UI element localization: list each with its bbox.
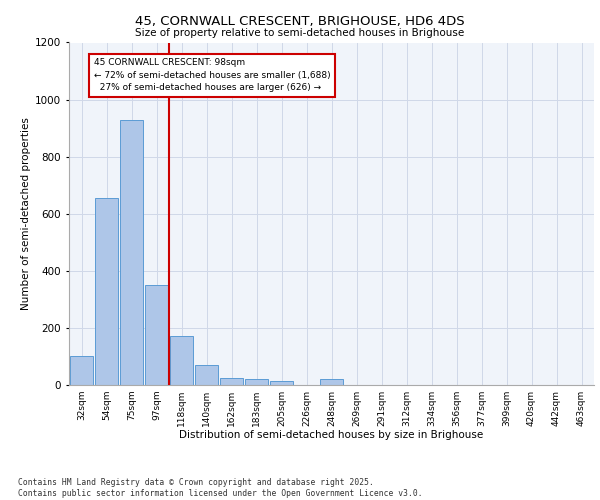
Bar [245,380,268,385]
Y-axis label: Number of semi-detached properties: Number of semi-detached properties [21,118,31,310]
Text: Size of property relative to semi-detached houses in Brighouse: Size of property relative to semi-detach… [136,28,464,38]
Text: Contains HM Land Registry data © Crown copyright and database right 2025.
Contai: Contains HM Land Registry data © Crown c… [18,478,422,498]
Bar [320,380,343,385]
Bar [70,356,93,385]
Text: 45 CORNWALL CRESCENT: 98sqm
← 72% of semi-detached houses are smaller (1,688)
  : 45 CORNWALL CRESCENT: 98sqm ← 72% of sem… [94,58,331,92]
Bar [195,365,218,385]
Bar [95,198,118,385]
Bar [145,285,168,385]
Text: 45, CORNWALL CRESCENT, BRIGHOUSE, HD6 4DS: 45, CORNWALL CRESCENT, BRIGHOUSE, HD6 4D… [135,15,465,28]
Bar [270,380,293,385]
Bar [220,378,243,385]
Bar [170,336,193,385]
X-axis label: Distribution of semi-detached houses by size in Brighouse: Distribution of semi-detached houses by … [179,430,484,440]
Bar [120,120,143,385]
